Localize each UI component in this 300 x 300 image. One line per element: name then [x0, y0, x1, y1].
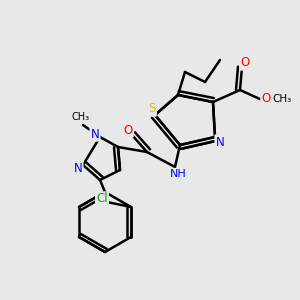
- Text: N: N: [91, 128, 99, 140]
- Text: O: O: [123, 124, 133, 136]
- Text: N: N: [74, 161, 82, 175]
- Text: CH₃: CH₃: [272, 94, 292, 104]
- Text: S: S: [148, 103, 156, 116]
- Text: CH₃: CH₃: [72, 112, 90, 122]
- Text: O: O: [240, 56, 250, 70]
- Text: Cl: Cl: [96, 193, 108, 206]
- Text: O: O: [261, 92, 271, 106]
- Text: NH: NH: [169, 169, 186, 179]
- Text: N: N: [216, 136, 224, 148]
